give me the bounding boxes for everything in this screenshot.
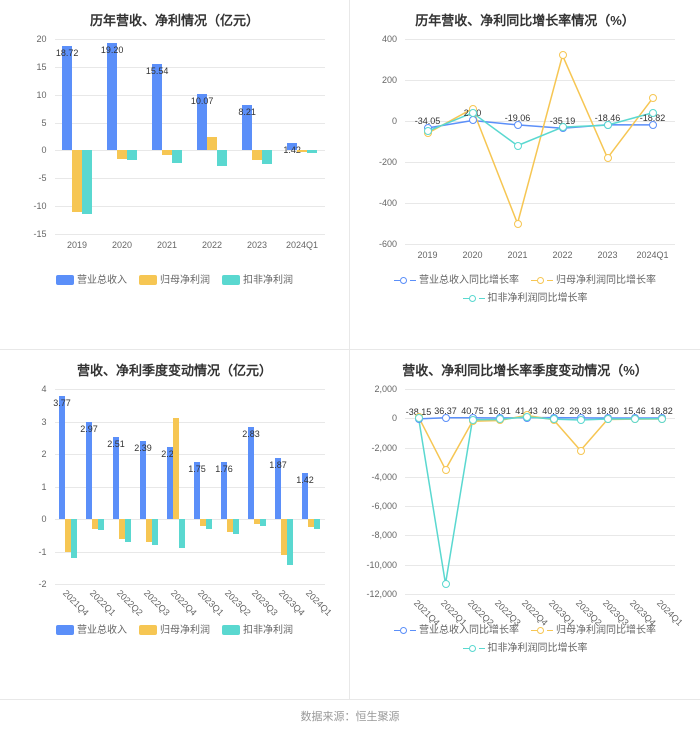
panel-chart3: 营收、净利季度变动情况（亿元）-2-1012343.772.972.512.39… bbox=[0, 350, 350, 700]
bar bbox=[260, 519, 266, 526]
chart-grid: 历年营收、净利情况（亿元）-15-10-50510152018.7219.201… bbox=[0, 0, 700, 700]
bar bbox=[113, 437, 119, 519]
bar bbox=[98, 519, 104, 530]
legend-item: 营业总收入 bbox=[56, 622, 127, 640]
bar bbox=[72, 150, 82, 211]
line-marker bbox=[424, 127, 432, 135]
bar bbox=[162, 150, 172, 154]
bar bbox=[262, 150, 272, 164]
line-marker bbox=[604, 154, 612, 162]
bar bbox=[86, 422, 92, 519]
panel-chart4: 营收、净利同比增长率季度变动情况（%）-12,000-10,000-8,000-… bbox=[350, 350, 700, 700]
data-source: 数据来源：恒生聚源 bbox=[0, 700, 700, 732]
bar bbox=[125, 519, 131, 542]
chart-title: 营收、净利季度变动情况（亿元） bbox=[0, 350, 349, 384]
legend: 营业总收入归母净利润扣非净利润 bbox=[0, 264, 349, 298]
bar bbox=[71, 519, 77, 558]
legend-item: 扣非净利润同比增长率 bbox=[463, 640, 588, 658]
panel-chart2: 历年营收、净利同比增长率情况（%）-600-400-2000200400-34.… bbox=[350, 0, 700, 350]
bar bbox=[314, 519, 320, 529]
bar bbox=[107, 43, 117, 150]
line-marker bbox=[649, 94, 657, 102]
line-marker bbox=[631, 415, 639, 423]
bar bbox=[252, 150, 262, 160]
bar bbox=[207, 137, 217, 151]
bar bbox=[59, 396, 65, 519]
legend-item: 归母净利润同比增长率 bbox=[531, 272, 656, 290]
chart-title: 历年营收、净利同比增长率情况（%） bbox=[350, 0, 700, 34]
line-marker bbox=[577, 416, 585, 424]
line-marker bbox=[559, 51, 567, 59]
line-marker bbox=[496, 415, 504, 423]
bar bbox=[307, 150, 317, 152]
bar bbox=[179, 519, 185, 548]
line-marker bbox=[514, 220, 522, 228]
bar bbox=[82, 150, 92, 214]
bar bbox=[297, 150, 307, 152]
line-marker bbox=[658, 415, 666, 423]
line-marker bbox=[649, 109, 657, 117]
legend-item: 归母净利润 bbox=[139, 622, 210, 640]
legend-item: 扣非净利润 bbox=[222, 272, 293, 290]
line-marker bbox=[523, 413, 531, 421]
line-marker bbox=[604, 121, 612, 129]
chart-title: 营收、净利同比增长率季度变动情况（%） bbox=[350, 350, 700, 384]
line-marker bbox=[469, 109, 477, 117]
legend-item: 营业总收入 bbox=[56, 272, 127, 290]
bar bbox=[217, 150, 227, 166]
bar bbox=[248, 427, 254, 519]
bar bbox=[127, 150, 137, 160]
line-marker bbox=[442, 580, 450, 588]
legend-item: 归母净利润 bbox=[139, 272, 210, 290]
legend-item: 扣非净利润同比增长率 bbox=[463, 290, 588, 308]
bar bbox=[233, 519, 239, 534]
line-marker bbox=[577, 447, 585, 455]
line-marker bbox=[415, 414, 423, 422]
bar bbox=[173, 418, 179, 519]
chart-title: 历年营收、净利情况（亿元） bbox=[0, 0, 349, 34]
line-marker bbox=[604, 415, 612, 423]
bar bbox=[287, 519, 293, 565]
bar bbox=[172, 150, 182, 162]
legend-item: 营业总收入同比增长率 bbox=[394, 272, 519, 290]
bar bbox=[62, 46, 72, 150]
bar bbox=[152, 64, 162, 151]
legend: 营业总收入同比增长率归母净利润同比增长率扣非净利润同比增长率 bbox=[350, 264, 700, 316]
bar bbox=[206, 519, 212, 529]
line-marker bbox=[550, 415, 558, 423]
line-marker bbox=[469, 416, 477, 424]
line-marker bbox=[559, 123, 567, 131]
line-marker bbox=[442, 466, 450, 474]
legend: 营业总收入归母净利润扣非净利润 bbox=[0, 614, 349, 648]
legend-item: 扣非净利润 bbox=[222, 622, 293, 640]
line-marker bbox=[514, 142, 522, 150]
legend-item: 营业总收入同比增长率 bbox=[394, 622, 519, 640]
panel-chart1: 历年营收、净利情况（亿元）-15-10-50510152018.7219.201… bbox=[0, 0, 350, 350]
bar bbox=[152, 519, 158, 545]
bar bbox=[117, 150, 127, 158]
